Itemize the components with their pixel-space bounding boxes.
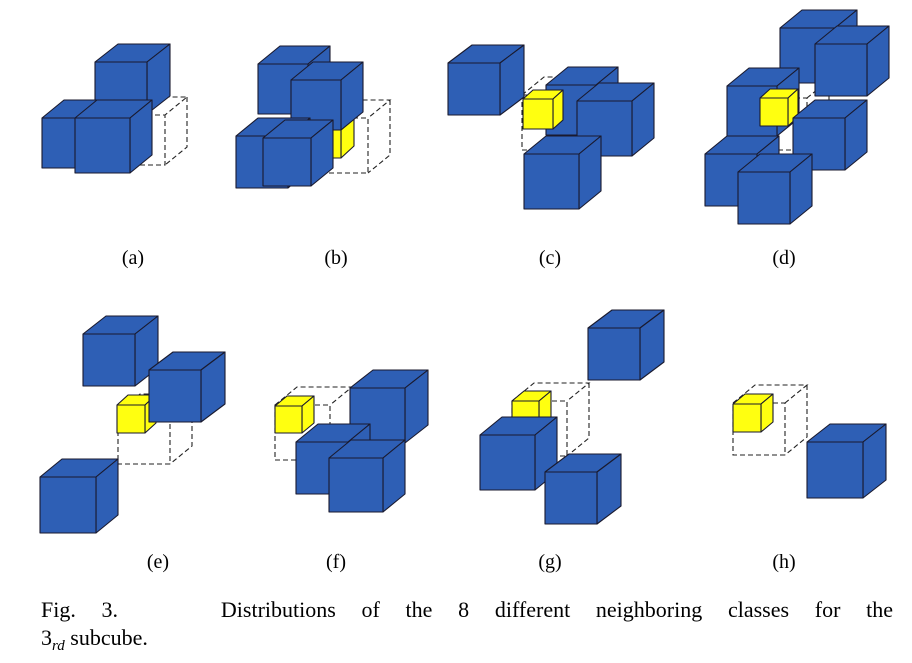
- neighbor-cube: [587, 309, 665, 381]
- panel-label-e: (e): [147, 551, 169, 573]
- panel-label-g: (g): [538, 551, 561, 573]
- neighbor-cube: [74, 99, 153, 174]
- neighbor-cube: [262, 119, 334, 187]
- panel-label-h: (h): [772, 551, 795, 573]
- panel-label-a: (a): [122, 247, 144, 269]
- yellow-subcube: [732, 393, 774, 433]
- panel-d: [704, 9, 890, 225]
- yellow-subcube: [759, 88, 799, 127]
- neighbor-cube: [806, 423, 887, 499]
- caption-line-2: 3rd subcube.: [41, 624, 893, 660]
- panel-label-c: (c): [539, 247, 561, 269]
- neighbor-cube: [544, 453, 622, 525]
- panel-g: [479, 309, 665, 525]
- figure: (a) (b) (c) (d) (e) (f) (g) (h): [39, 9, 890, 573]
- neighbor-cube: [328, 439, 406, 513]
- neighbor-cube: [82, 315, 159, 387]
- caption-subscript: rd: [52, 638, 65, 654]
- panel-a: [41, 43, 189, 174]
- figure-caption: Fig. 3. Distributions of the 8 different…: [41, 596, 893, 660]
- panel-label-f: (f): [326, 551, 346, 573]
- yellow-subcube: [274, 395, 315, 434]
- neighbor-cube: [447, 44, 525, 116]
- panel-b: [235, 45, 392, 189]
- neighbor-cube: [814, 25, 890, 97]
- panel-f: [274, 369, 429, 513]
- neighbor-cube: [737, 153, 813, 225]
- panel-label-d: (d): [772, 247, 795, 269]
- neighbor-cube: [792, 99, 868, 171]
- caption-prefix: 3: [41, 625, 52, 650]
- panel-e: [39, 315, 226, 534]
- neighbor-cube: [479, 416, 558, 491]
- neighbor-cube: [523, 135, 602, 210]
- neighbor-cube: [39, 458, 119, 534]
- yellow-subcube: [522, 89, 564, 130]
- neighbor-cube: [148, 351, 226, 423]
- panel-h: [732, 384, 887, 499]
- panel-label-b: (b): [324, 247, 347, 269]
- caption-line-1: Fig. 3. Distributions of the 8 different…: [41, 597, 893, 622]
- caption-suffix: subcube.: [64, 625, 148, 650]
- panel-c: [447, 44, 655, 210]
